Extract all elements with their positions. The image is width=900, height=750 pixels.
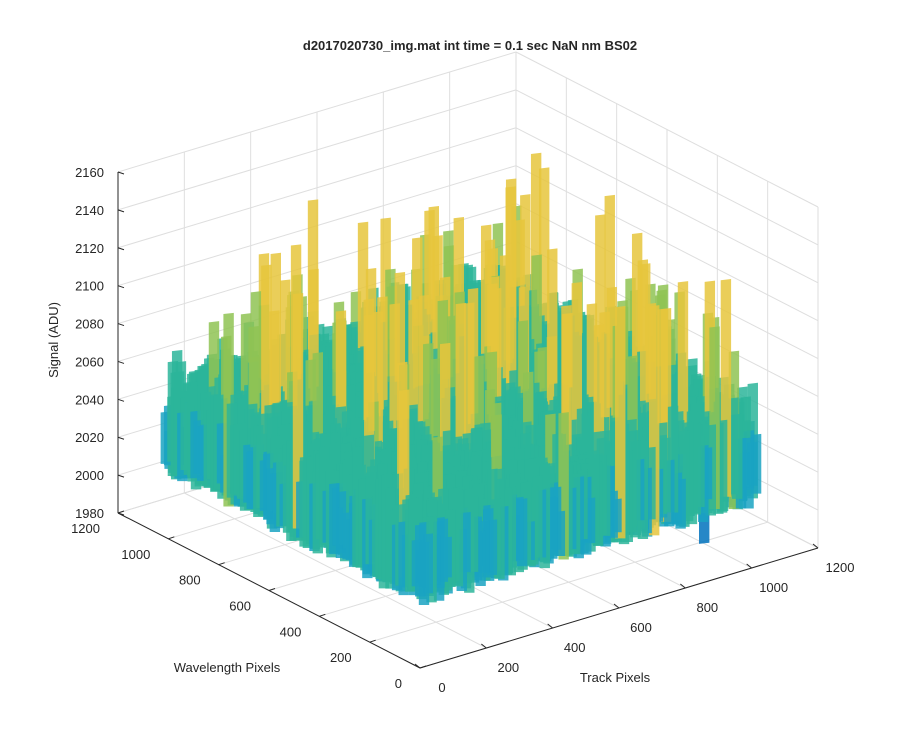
z-tick-mark [117,323,125,327]
z-tick-mark [117,474,125,478]
surface [160,152,762,606]
x-tick-mark [613,603,620,609]
z-tick-mark [117,247,125,251]
y-tick-mark [419,665,427,669]
z-tick-mark [117,209,125,213]
z-tick-mark [117,436,125,440]
y-tick-mark [218,562,225,566]
z-tick-mark [117,398,125,402]
y-tick-mark [168,536,175,540]
y-tick-mark [369,639,376,643]
z-tick-mark [117,285,125,289]
x-tick-mark [680,583,686,589]
x-tick-mark [481,643,487,649]
axes [117,171,819,669]
x-tick-mark [746,563,752,569]
y-tick-mark [268,588,276,591]
y-tick-mark [117,510,125,514]
x-tick-mark [547,623,553,629]
z-tick-mark [117,512,125,516]
x-tick-mark [812,543,819,549]
z-tick-mark [117,171,125,175]
y-tick-mark [319,613,326,617]
z-tick-mark [117,360,125,364]
x-tick-mark [414,663,421,669]
